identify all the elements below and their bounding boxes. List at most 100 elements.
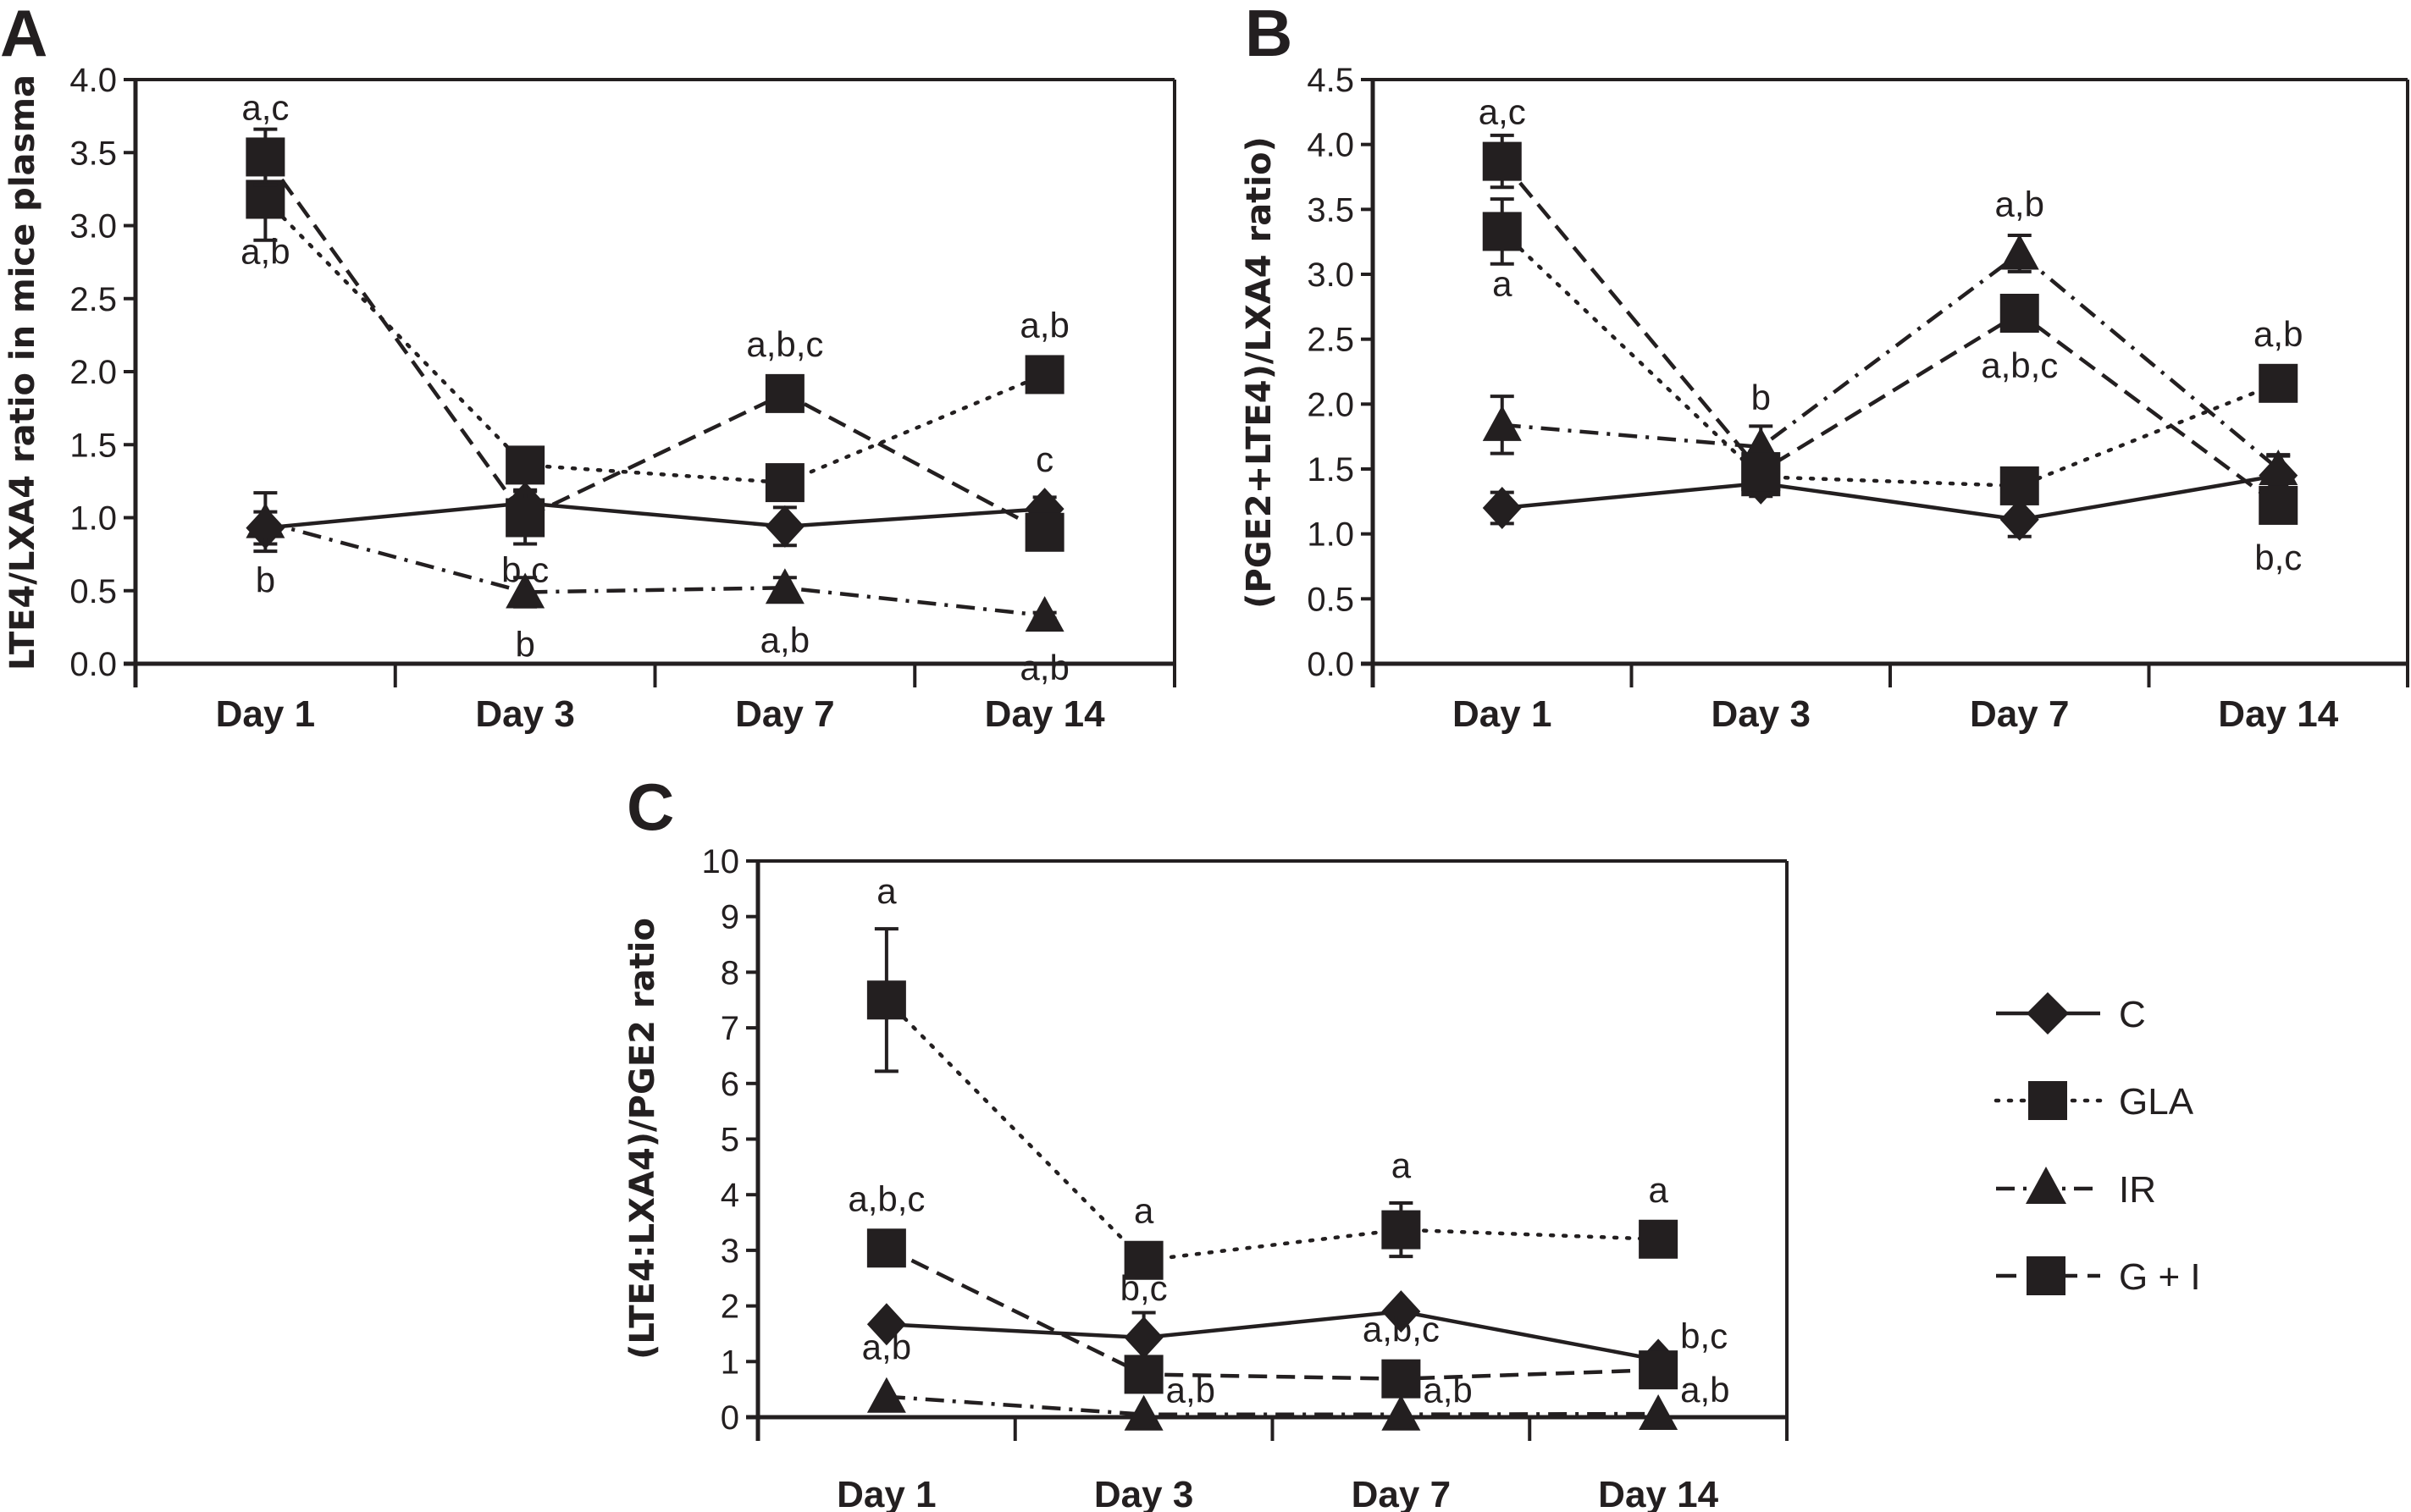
panel-c-point-ir <box>1381 1394 1421 1431</box>
panel-a-point-g-plus-i <box>765 373 805 413</box>
panel-b-significance-label: a <box>1492 263 1512 303</box>
panel-c-point-g-plus-i <box>866 1228 906 1268</box>
panel-b-significance-label: b,c <box>2254 538 2302 577</box>
panel-c-significance-label: b,c <box>1120 1268 1168 1308</box>
panel-a-x-tick-label: Day 14 <box>985 693 1105 735</box>
panel-letter-c: C <box>627 770 674 844</box>
panel-b-y-tick-label: 4.5 <box>1307 62 1354 99</box>
panel-b-y-tick-label: 0.5 <box>1307 581 1354 618</box>
panel-a-y-tick-label: 3.5 <box>69 135 117 172</box>
panel-b-point-gla <box>1999 466 2039 505</box>
panel-a-significance-label: c <box>1036 439 1053 479</box>
panel-c-point-gla <box>1381 1210 1421 1250</box>
panel-a-y-tick-label: 2.0 <box>69 354 117 391</box>
panel-b-point-c <box>1999 498 2039 541</box>
panel-b-chart: 0.0 0.5 1.0 1.5 2.0 2.5 3.0 3.5 4.0 4.5 Day 1 Day 3… <box>1307 62 2409 735</box>
panel-c-significance-label: a <box>1648 1170 1668 1210</box>
panel-c-y-tick-label: 3 <box>721 1233 739 1270</box>
panel-c-point-g-plus-i <box>1381 1359 1421 1399</box>
panel-a-significance-label: a,b <box>241 231 290 271</box>
panel-b-series-line-c <box>1501 473 2279 522</box>
panel-b-point-ir <box>1999 234 2039 270</box>
panel-a-point-gla <box>765 463 805 503</box>
panel-a-y-tick-label: 0.0 <box>69 646 117 683</box>
panel-b-x-tick-label: Day 14 <box>2218 693 2338 735</box>
panel-c-y-tick-label: 0 <box>721 1399 739 1437</box>
panel-b-y-tick-label: 4.0 <box>1307 127 1354 164</box>
panel-c-y-tick-label: 1 <box>721 1344 739 1381</box>
panel-c-y-axis-label: (LTE4:LXA4)/PGE2 ratio <box>623 918 662 1360</box>
panel-c-significance-label: a <box>1134 1191 1154 1231</box>
panel-b-point-ir <box>1482 405 1522 441</box>
panel-a-point-ir <box>1025 596 1064 632</box>
panel-a-x-tick-label: Day 3 <box>475 693 574 735</box>
panel-c-series-line-gla <box>884 998 1661 1263</box>
panel-a-point-c <box>765 505 805 548</box>
panel-c-series-line-c <box>886 1309 1659 1362</box>
panel-c-x-tick-label: Day 14 <box>1598 1474 1718 1512</box>
square-marker-icon <box>2028 1081 2067 1120</box>
panel-a-significance-label: b,c <box>501 550 549 590</box>
panel-b-point-g-plus-i <box>1482 141 1522 181</box>
diamond-marker-icon <box>2027 992 2069 1035</box>
panel-a-point-ir <box>246 502 285 538</box>
panel-a-point-g-plus-i <box>246 137 285 177</box>
legend: C GLA IR G + I <box>1993 992 2201 1298</box>
panel-c-point-gla <box>1124 1240 1164 1280</box>
panel-b-x-tick-label: Day 7 <box>1970 693 2069 735</box>
panel-c-point-g-plus-i <box>1124 1355 1164 1394</box>
panel-a-y-tick-label: 2.5 <box>69 281 117 318</box>
panel-a-chart: 0.0 0.5 1.0 1.5 2.0 2.5 3.0 3.5 4.0 Day 1 Day 3 Day… <box>69 62 1176 735</box>
panel-b-y-tick-label: 2.0 <box>1307 386 1354 423</box>
panel-c-x-tick-label: Day 7 <box>1352 1474 1451 1512</box>
panel-c-point-ir <box>1639 1394 1678 1431</box>
legend-entry-gla: GLA <box>1993 1081 2194 1123</box>
panel-b-y-tick-label: 0.0 <box>1307 646 1354 683</box>
panel-c-y-tick-label: 5 <box>721 1122 739 1159</box>
legend-label-ir: IR <box>2119 1169 2156 1211</box>
panel-a-significance-label: b <box>515 624 534 664</box>
panel-a-series-line-gla <box>263 197 1047 485</box>
panel-a-point-ir <box>765 568 805 604</box>
panel-c-y-tick-label: 9 <box>721 899 739 936</box>
panel-b-series-line-gla <box>1500 229 2281 488</box>
panel-c-significance-label: a,b <box>862 1327 911 1367</box>
panel-b-point-g-plus-i <box>1999 294 2039 333</box>
panel-c-significance-label: b,c <box>1680 1316 1728 1355</box>
panel-b-y-tick-label: 3.0 <box>1307 257 1354 294</box>
panel-a-point-ir <box>506 572 545 609</box>
panel-b-y-tick-label: 3.5 <box>1307 191 1354 229</box>
panel-b-significance-label: b <box>1751 378 1771 417</box>
panel-b-significance-label: a,b <box>1995 184 2044 223</box>
panel-c-y-tick-label: 8 <box>721 954 739 991</box>
panel-b-point-gla <box>1482 212 1522 251</box>
panel-c-significance-label: a,b,c <box>1363 1310 1440 1349</box>
panel-c-x-tick-label: Day 1 <box>837 1474 936 1512</box>
panel-c-point-gla <box>866 980 906 1020</box>
legend-entry-g-plus-i: G + I <box>1996 1256 2201 1298</box>
panel-c-series-line-ir <box>886 1394 1659 1416</box>
legend-label-c: C <box>2119 994 2146 1035</box>
panel-a-series-line-g-plus-i <box>263 156 1046 534</box>
panel-a-significance-label: b <box>256 560 275 600</box>
panel-c-significance-label: a <box>876 871 897 911</box>
panel-b-y-axis-label: (PGE2+LTE4)/LXA4 ratio) <box>1240 136 1279 609</box>
panel-c-point-ir <box>1124 1394 1164 1431</box>
legend-label-gla: GLA <box>2119 1081 2194 1123</box>
panel-b-significance-label: a,c <box>1479 92 1526 132</box>
panel-c-point-c <box>866 1303 906 1346</box>
panel-a-series-line-c <box>265 500 1045 530</box>
panel-a-significance-label: a,b,c <box>746 324 823 364</box>
panel-a-y-tick-label: 0.5 <box>69 573 117 610</box>
panel-b-y-tick-label: 1.5 <box>1307 451 1354 488</box>
panel-a-significance-label: a,b <box>760 620 810 659</box>
panel-a-point-gla <box>506 445 545 485</box>
panel-b-series-line-g-plus-i <box>1501 160 2280 507</box>
triangle-marker-icon <box>2026 1167 2066 1204</box>
panel-c-significance-label: a,b,c <box>848 1178 925 1218</box>
legend-entry-c: C <box>1996 992 2146 1035</box>
panel-b-point-gla <box>2259 363 2298 403</box>
panel-b-series-line-ir <box>1501 251 2280 471</box>
panel-c-point-c <box>1124 1316 1164 1360</box>
